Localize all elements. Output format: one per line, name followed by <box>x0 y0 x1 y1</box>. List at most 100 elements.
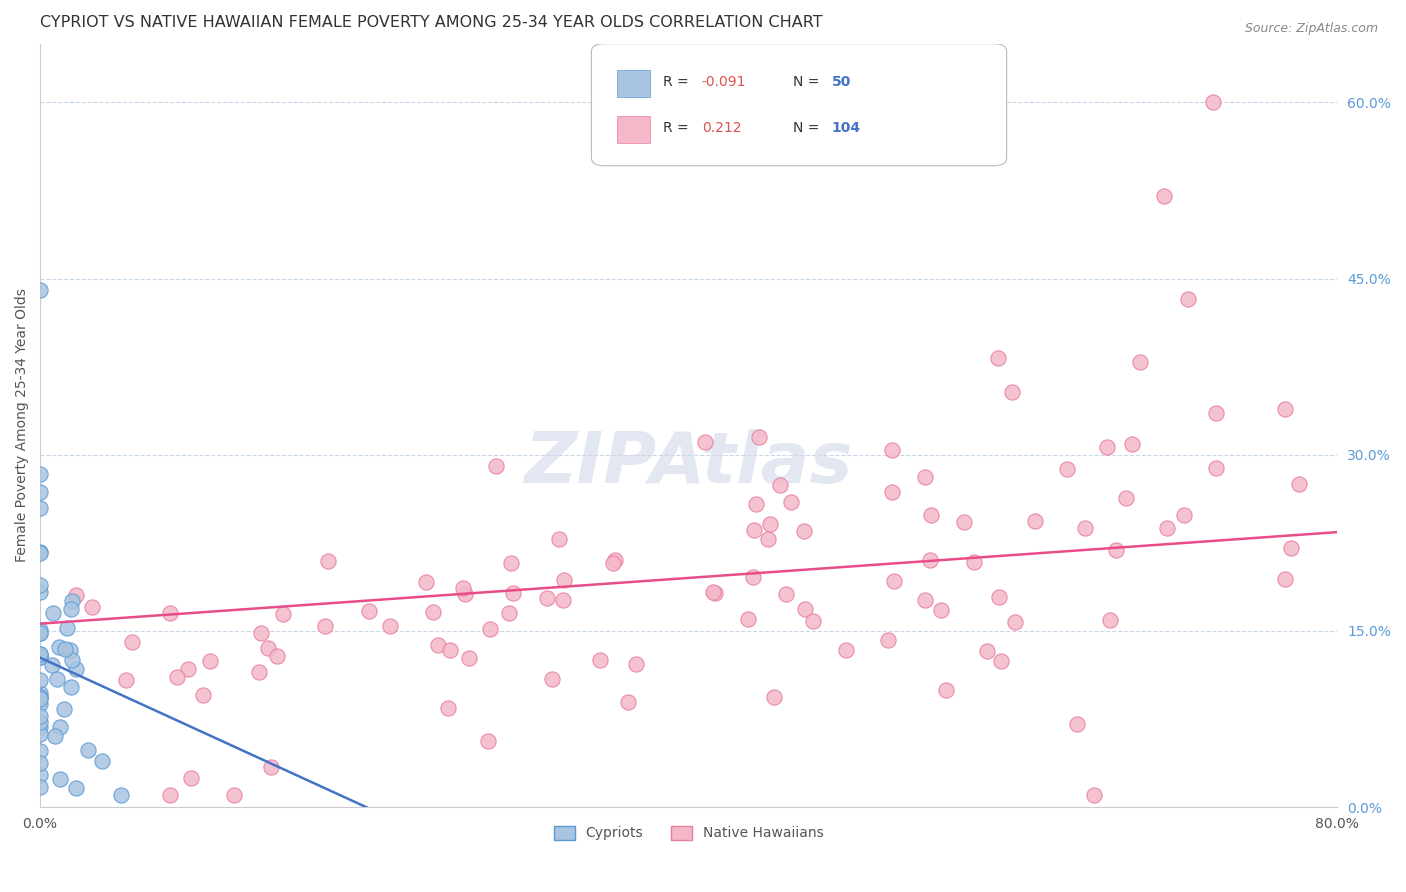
Point <box>30 648 52 662</box>
Point <box>318 554 340 568</box>
Point <box>1177 293 1199 307</box>
Text: 50: 50 <box>831 75 851 89</box>
Point <box>30 584 52 599</box>
Point <box>166 670 188 684</box>
Point <box>1156 521 1178 535</box>
Point <box>541 672 564 686</box>
Point <box>1056 461 1078 475</box>
Point <box>314 619 336 633</box>
Text: 104: 104 <box>831 120 860 135</box>
Point <box>121 634 143 648</box>
Point <box>30 720 52 734</box>
Point <box>501 556 523 570</box>
Point <box>914 593 936 607</box>
Point <box>914 469 936 483</box>
Point <box>737 612 759 626</box>
Point <box>883 574 905 588</box>
Point <box>745 497 768 511</box>
Point <box>159 789 181 803</box>
Point <box>60 653 83 667</box>
Point <box>378 619 401 633</box>
Point <box>65 588 87 602</box>
Point <box>65 662 87 676</box>
Point <box>987 590 1010 604</box>
Point <box>76 743 98 757</box>
Point <box>42 606 65 620</box>
Point <box>502 586 524 600</box>
Point <box>30 756 52 770</box>
FancyBboxPatch shape <box>592 44 1007 166</box>
Point <box>485 458 508 473</box>
Point <box>1121 437 1143 451</box>
Point <box>1129 354 1152 368</box>
Point <box>115 673 138 687</box>
Point <box>882 443 904 458</box>
Point <box>56 621 79 635</box>
Point <box>30 283 52 297</box>
Point <box>30 744 52 758</box>
Point <box>82 599 104 614</box>
Point <box>478 622 501 636</box>
Point <box>65 780 87 795</box>
Point <box>1074 521 1097 535</box>
Point <box>30 690 52 704</box>
Point <box>48 640 70 654</box>
Point <box>30 626 52 640</box>
Point <box>1083 789 1105 803</box>
Point <box>702 584 724 599</box>
Point <box>247 665 270 680</box>
Point <box>59 680 82 694</box>
Text: R =: R = <box>662 75 693 89</box>
Point <box>1001 385 1024 400</box>
Point <box>30 545 52 559</box>
Point <box>1205 405 1227 419</box>
Point <box>758 516 780 531</box>
Point <box>30 578 52 592</box>
Text: R =: R = <box>662 120 693 135</box>
Point <box>756 532 779 546</box>
Point <box>1098 613 1121 627</box>
Point <box>454 587 477 601</box>
Point <box>439 642 461 657</box>
Point <box>191 688 214 702</box>
Text: Source: ZipAtlas.com: Source: ZipAtlas.com <box>1244 22 1378 36</box>
Point <box>775 587 797 601</box>
Point <box>953 515 976 529</box>
Point <box>547 533 569 547</box>
Point <box>30 467 52 482</box>
Point <box>876 632 898 647</box>
Point <box>498 606 520 620</box>
Point <box>1205 461 1227 475</box>
Point <box>1105 542 1128 557</box>
Point <box>1173 508 1195 522</box>
Text: N =: N = <box>793 75 824 89</box>
Point <box>30 692 52 706</box>
Point <box>779 495 801 509</box>
Point <box>30 686 52 700</box>
Point <box>273 607 295 621</box>
Text: ZIPAtlas: ZIPAtlas <box>524 429 853 498</box>
Point <box>250 626 273 640</box>
Point <box>704 585 727 599</box>
Point <box>30 650 52 665</box>
Point <box>931 603 953 617</box>
Point <box>46 672 69 686</box>
Point <box>266 649 288 664</box>
Point <box>30 673 52 687</box>
Point <box>30 485 52 500</box>
Point <box>427 638 450 652</box>
Point <box>1274 572 1296 586</box>
Point <box>589 652 612 666</box>
Point <box>1066 717 1088 731</box>
Point <box>30 690 52 705</box>
FancyBboxPatch shape <box>617 116 650 143</box>
Point <box>437 701 460 715</box>
Point <box>880 484 903 499</box>
Point <box>30 648 52 663</box>
Point <box>415 575 437 590</box>
Point <box>30 626 52 640</box>
Point <box>605 553 627 567</box>
Point <box>30 500 52 515</box>
Point <box>918 553 941 567</box>
Text: N =: N = <box>793 120 824 135</box>
